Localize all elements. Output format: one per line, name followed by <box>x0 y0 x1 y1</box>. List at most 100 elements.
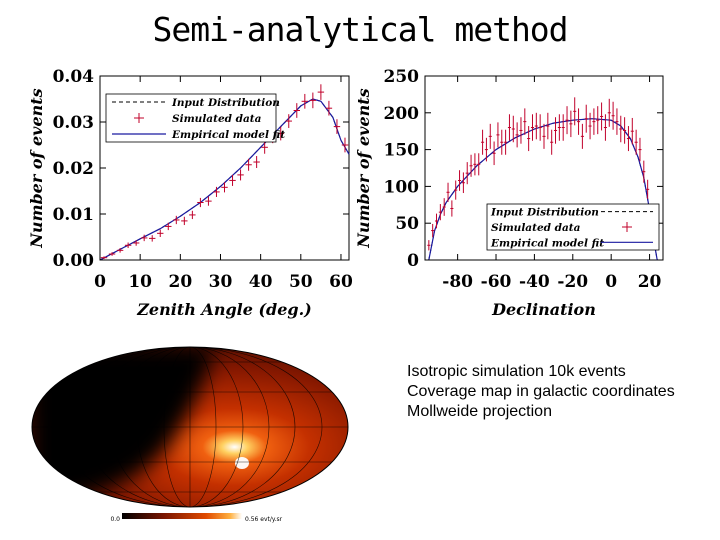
data-point <box>569 110 573 138</box>
data-point <box>488 123 492 149</box>
data-point <box>438 204 442 221</box>
data-point <box>561 114 565 141</box>
data-point <box>519 117 523 144</box>
data-point <box>580 123 584 149</box>
data-point <box>285 114 292 128</box>
data-point <box>157 229 164 237</box>
colorbar <box>122 513 242 519</box>
data-point <box>623 117 627 144</box>
data-point <box>458 170 462 191</box>
data-point <box>465 162 469 185</box>
data-point <box>626 126 630 152</box>
data-point <box>596 106 600 135</box>
data-point <box>461 172 465 194</box>
data-point <box>615 108 619 135</box>
data-point <box>100 256 108 260</box>
data-point <box>515 122 519 148</box>
colorbar-max-label: 0.56 evt/y.sr <box>245 516 283 523</box>
caption-line: Mollweide projection <box>407 403 552 420</box>
data-point <box>500 129 504 155</box>
zenith-angle-chart: 0 10 20 30 40 50 60 0.00 0.01 0.02 0.03 0.04 Zenith … <box>27 67 353 319</box>
data-point <box>148 235 156 242</box>
x-tick-label: -20 <box>557 272 588 292</box>
data-point <box>523 108 527 135</box>
data-point <box>229 174 236 186</box>
y-axis-label: Number of events <box>27 88 46 248</box>
data-point <box>434 213 439 229</box>
x-tick-label: 40 <box>249 272 273 292</box>
data-point <box>317 84 325 100</box>
data-point <box>277 126 284 141</box>
data-point <box>189 210 196 220</box>
data-point <box>619 115 623 143</box>
y-tick-label: 50 <box>395 214 419 234</box>
y-tick-label: 150 <box>384 141 420 161</box>
data-point <box>341 137 349 153</box>
y-tick-label: 0 <box>407 251 419 271</box>
legend-label: Input Distribution <box>171 97 280 109</box>
data-point <box>557 114 561 141</box>
data-point <box>550 129 554 155</box>
legend-label: Empirical model fit <box>490 237 604 249</box>
data-point <box>511 115 515 143</box>
data-point <box>546 112 550 140</box>
data-point <box>542 123 546 149</box>
x-tick-label: 20 <box>638 272 662 292</box>
data-point <box>553 117 558 144</box>
data-point <box>245 158 252 171</box>
data-point <box>477 153 481 176</box>
series-empirical-fit <box>99 98 350 261</box>
y-axis-label: Number of events <box>354 88 373 248</box>
data-point <box>481 129 485 155</box>
data-point <box>205 196 212 206</box>
coverage-map-mollweide: 0.0 0.56 evt/y.sr <box>31 346 349 523</box>
data-point <box>140 234 148 242</box>
data-point <box>492 141 496 166</box>
x-axis-label: Zenith Angle (deg.) <box>136 300 312 319</box>
data-point <box>504 129 508 155</box>
sky-map-body <box>32 347 348 507</box>
data-point <box>301 93 309 109</box>
data-point <box>634 129 638 155</box>
data-point <box>600 102 604 131</box>
data-point <box>124 242 132 249</box>
data-point <box>577 108 581 135</box>
data-point <box>221 182 228 193</box>
y-tick-label: 200 <box>384 104 420 124</box>
x-tick-label: -60 <box>481 272 512 292</box>
data-point <box>253 156 260 168</box>
data-point <box>261 140 268 154</box>
data-point <box>484 137 488 162</box>
data-point <box>325 100 333 116</box>
data-point <box>116 248 124 253</box>
data-point <box>642 160 646 183</box>
data-point <box>573 97 577 126</box>
y-tick-label: 0.00 <box>53 251 95 271</box>
data-point <box>237 169 244 181</box>
caption-line: Isotropic simulation 10k events <box>407 363 626 380</box>
x-tick-label: 10 <box>128 272 152 292</box>
y-tick-label: 0.04 <box>53 67 95 87</box>
x-tick-label: 20 <box>168 272 192 292</box>
data-point <box>132 240 140 246</box>
data-point <box>446 182 450 202</box>
data-point <box>454 180 458 200</box>
data-point <box>450 200 454 217</box>
data-point <box>309 92 317 109</box>
data-point <box>427 240 431 251</box>
data-point <box>108 252 116 256</box>
declination-chart: -80 -60 -40 -20 0 20050100150200250Declinatio… <box>354 67 664 319</box>
x-tick-label: -80 <box>442 272 473 292</box>
x-tick-label: 0 <box>94 272 106 292</box>
data-point <box>603 114 607 141</box>
x-tick-label: 0 <box>605 272 617 292</box>
data-point <box>588 112 592 140</box>
zero-coverage-region <box>32 347 215 503</box>
legend-label: Empirical model fit <box>171 129 285 141</box>
legend-label: Simulated data <box>172 113 262 125</box>
legend-label: Input Distribution <box>490 207 599 219</box>
y-tick-label: 0.02 <box>53 159 94 179</box>
data-point <box>607 98 611 127</box>
data-point <box>473 153 477 176</box>
data-point <box>630 117 634 145</box>
